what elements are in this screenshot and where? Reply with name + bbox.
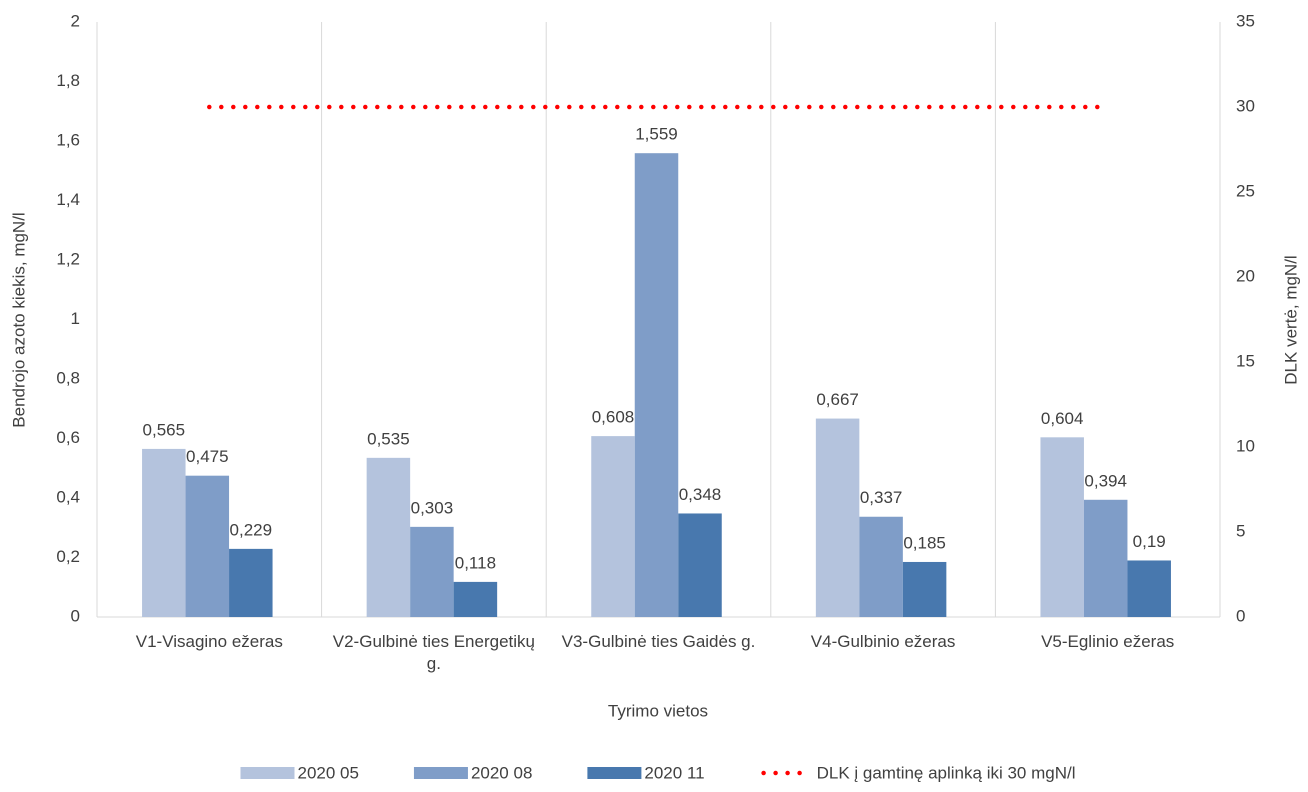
y2-tick-label: 30 xyxy=(1236,96,1255,115)
bar xyxy=(1040,437,1084,617)
y-tick-label: 0,6 xyxy=(56,428,80,447)
legend-swatch xyxy=(587,767,642,779)
data-label: 0,475 xyxy=(186,447,229,466)
bar xyxy=(634,153,679,617)
y-tick-label: 0,4 xyxy=(56,487,80,506)
bar xyxy=(410,526,454,617)
bar xyxy=(1127,560,1171,617)
data-label: 0,608 xyxy=(592,408,635,427)
y-axis-label: Bendrojo azoto kiekis, mgN/l xyxy=(9,212,28,427)
data-label: 0,348 xyxy=(679,485,722,504)
bar xyxy=(815,418,860,617)
y2-tick-label: 15 xyxy=(1236,351,1255,370)
data-label: 0,303 xyxy=(411,498,454,517)
y2-tick-label: 25 xyxy=(1236,181,1255,200)
y-tick-label: 1,6 xyxy=(56,130,80,149)
bar xyxy=(366,457,411,617)
legend-label: 2020 08 xyxy=(471,763,532,782)
x-tick-label: V3-Gulbinė ties Gaidės g. xyxy=(561,632,756,651)
y-tick-label: 0,2 xyxy=(56,547,80,566)
bar xyxy=(902,561,947,617)
x-tick-label-box: V3-Gulbinė ties Gaidės g. xyxy=(561,632,756,651)
x-tick-label: V4-Gulbinio ežeras xyxy=(810,632,956,651)
y-tick-label: 1 xyxy=(71,309,80,328)
x-tick-label-box: V5-Eglinio ežeras xyxy=(1041,632,1175,651)
bar xyxy=(453,581,498,617)
bar xyxy=(229,548,273,617)
legend-label: 2020 11 xyxy=(644,763,704,782)
x-axis-label: Tyrimo vietos xyxy=(608,701,708,720)
legend-label: DLK į gamtinę aplinką iki 30 mgN/l xyxy=(817,763,1076,782)
x-tick-label-box: V1-Visagino ežeras xyxy=(135,632,283,651)
x-tick-label-box: V4-Gulbinio ežeras xyxy=(810,632,956,651)
data-label: 0,19 xyxy=(1133,532,1166,551)
y2-tick-label: 10 xyxy=(1236,436,1255,455)
data-label: 0,565 xyxy=(143,420,186,439)
legend: 2020 05 2020 08 2020 11 DLK į gamtinę aplin… xyxy=(240,763,1076,782)
data-label: 0,394 xyxy=(1084,471,1127,490)
legend-label: 2020 05 xyxy=(297,763,358,782)
bar xyxy=(591,436,635,617)
y-tick-label: 0,8 xyxy=(56,368,80,387)
y-tick-label: 1,4 xyxy=(56,190,80,209)
x-tick-label: V1-Visagino ežeras xyxy=(135,632,283,651)
data-label: 0,118 xyxy=(455,553,496,572)
data-label: 0,667 xyxy=(816,390,859,409)
data-label: 1,559 xyxy=(635,125,678,144)
bar xyxy=(142,448,186,617)
data-label: 0,604 xyxy=(1041,409,1084,428)
data-label: 0,185 xyxy=(903,533,946,552)
x-tick-label: V2-Gulbinė ties Energetikų g. xyxy=(332,632,535,673)
y-tick-label: 1,2 xyxy=(56,249,80,268)
data-label: 0,535 xyxy=(367,429,410,448)
y2-tick-label: 35 xyxy=(1236,11,1255,30)
bar xyxy=(1083,499,1128,617)
y2-axis-label: DLK vertė, mgN/l xyxy=(1281,255,1300,384)
y-tick-label: 1,8 xyxy=(56,71,80,90)
data-label: 0,229 xyxy=(230,520,273,539)
bar xyxy=(678,513,722,617)
y2-tick-label: 0 xyxy=(1236,606,1245,625)
data-label: 0,337 xyxy=(860,488,903,507)
y-tick-label: 0 xyxy=(71,606,80,625)
x-tick-label-box: V2-Gulbinė ties Energetikų g. xyxy=(332,632,535,673)
legend-swatch xyxy=(413,767,468,779)
bar xyxy=(185,475,230,617)
legend-swatch xyxy=(240,767,295,779)
bar xyxy=(859,516,903,617)
x-tick-label: V5-Eglinio ežeras xyxy=(1041,632,1175,651)
y-tick-label: 2 xyxy=(71,11,80,30)
y2-tick-label: 5 xyxy=(1236,521,1245,540)
y2-tick-label: 20 xyxy=(1236,266,1255,285)
